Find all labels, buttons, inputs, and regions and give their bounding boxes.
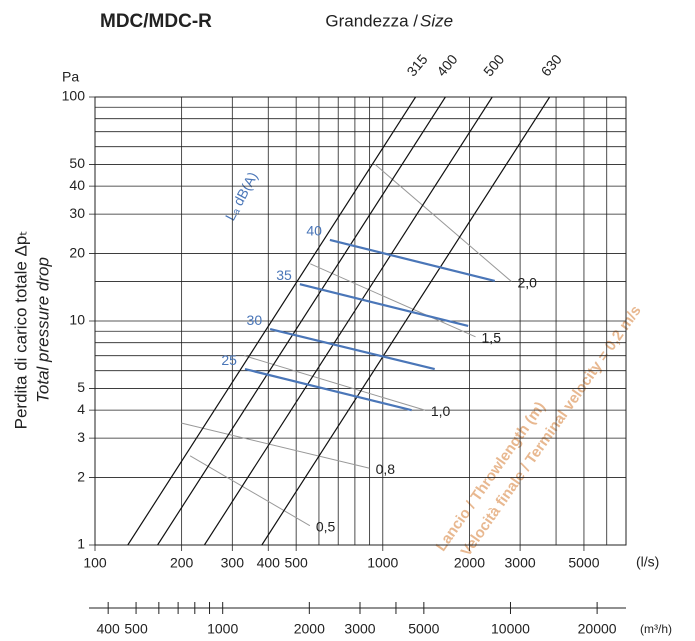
y-label: Perdita di carico totale Δpₜ xyxy=(11,231,30,430)
x2-tick-label: 10000 xyxy=(491,621,530,637)
y-tick-label: 1 xyxy=(77,536,85,552)
throw-line xyxy=(374,164,512,282)
x2-tick-label: 400 xyxy=(96,621,120,637)
x-tick-label: 500 xyxy=(284,555,308,571)
size-label: 315 xyxy=(403,51,430,79)
x2-tick-label: 5000 xyxy=(408,621,439,637)
x-tick-label: 5000 xyxy=(568,555,599,571)
y-tick-label: 4 xyxy=(77,401,85,417)
size-line xyxy=(127,97,417,545)
y-tick-label: 100 xyxy=(62,88,86,104)
x2-tick-label: 500 xyxy=(124,621,148,637)
x2-tick-label: 2000 xyxy=(294,621,325,637)
throw-value: 0,8 xyxy=(376,461,396,477)
throw-line xyxy=(310,263,476,338)
y-tick-label: 5 xyxy=(77,379,85,395)
y-label-2: Total pressure drop xyxy=(33,257,52,403)
size-label: 500 xyxy=(480,51,507,79)
throw-value: 2,0 xyxy=(517,274,537,290)
x-tick-label: 200 xyxy=(170,555,194,571)
title: MDC/MDC-R xyxy=(100,11,212,32)
x-tick-label: 100 xyxy=(83,555,107,571)
throw-line xyxy=(189,455,311,527)
noise-line xyxy=(329,238,496,282)
noise-label: Lₐ dB(A) xyxy=(222,169,261,223)
throw-value: 0,5 xyxy=(316,518,336,534)
x-tick-label: 3000 xyxy=(505,555,536,571)
x-unit: (l/s) xyxy=(636,554,659,570)
subtitle: Grandezza / xyxy=(325,11,418,30)
noise-value: 35 xyxy=(276,267,292,283)
size-line xyxy=(203,97,493,545)
noise-line xyxy=(269,328,435,371)
x-tick-label: 2000 xyxy=(454,555,485,571)
y-tick-label: 30 xyxy=(69,205,85,221)
y-tick-label: 50 xyxy=(69,155,85,171)
x2-tick-label: 3000 xyxy=(344,621,375,637)
throw-line xyxy=(181,422,370,469)
y-tick-label: 20 xyxy=(69,244,85,260)
noise-line xyxy=(299,283,469,328)
size-line xyxy=(261,97,551,545)
throw-value: 1,5 xyxy=(482,330,502,346)
throw-line xyxy=(244,355,425,411)
y-unit: Pa xyxy=(62,69,79,85)
x-tick-label: 400 xyxy=(257,555,281,571)
x2-tick-label: 20000 xyxy=(578,621,617,637)
y-tick-label: 2 xyxy=(77,468,85,484)
size-label: 630 xyxy=(538,51,565,79)
x-tick-label: 300 xyxy=(221,555,245,571)
size-label: 400 xyxy=(433,51,460,79)
size-line xyxy=(157,97,446,545)
x2-tick-label: 1000 xyxy=(207,621,238,637)
y-tick-label: 10 xyxy=(69,312,85,328)
noise-line xyxy=(244,368,412,412)
subtitle-italic: Size xyxy=(420,11,453,30)
x-tick-label: 1000 xyxy=(367,555,398,571)
x2-unit: (m³/h) xyxy=(640,622,672,636)
noise-value: 25 xyxy=(221,352,237,368)
noise-value: 30 xyxy=(247,312,263,328)
noise-value: 40 xyxy=(306,223,322,239)
throw-value: 1,0 xyxy=(431,403,451,419)
plot-lines xyxy=(127,97,551,545)
y-tick-label: 40 xyxy=(69,177,85,193)
y-tick-label: 3 xyxy=(77,429,85,445)
